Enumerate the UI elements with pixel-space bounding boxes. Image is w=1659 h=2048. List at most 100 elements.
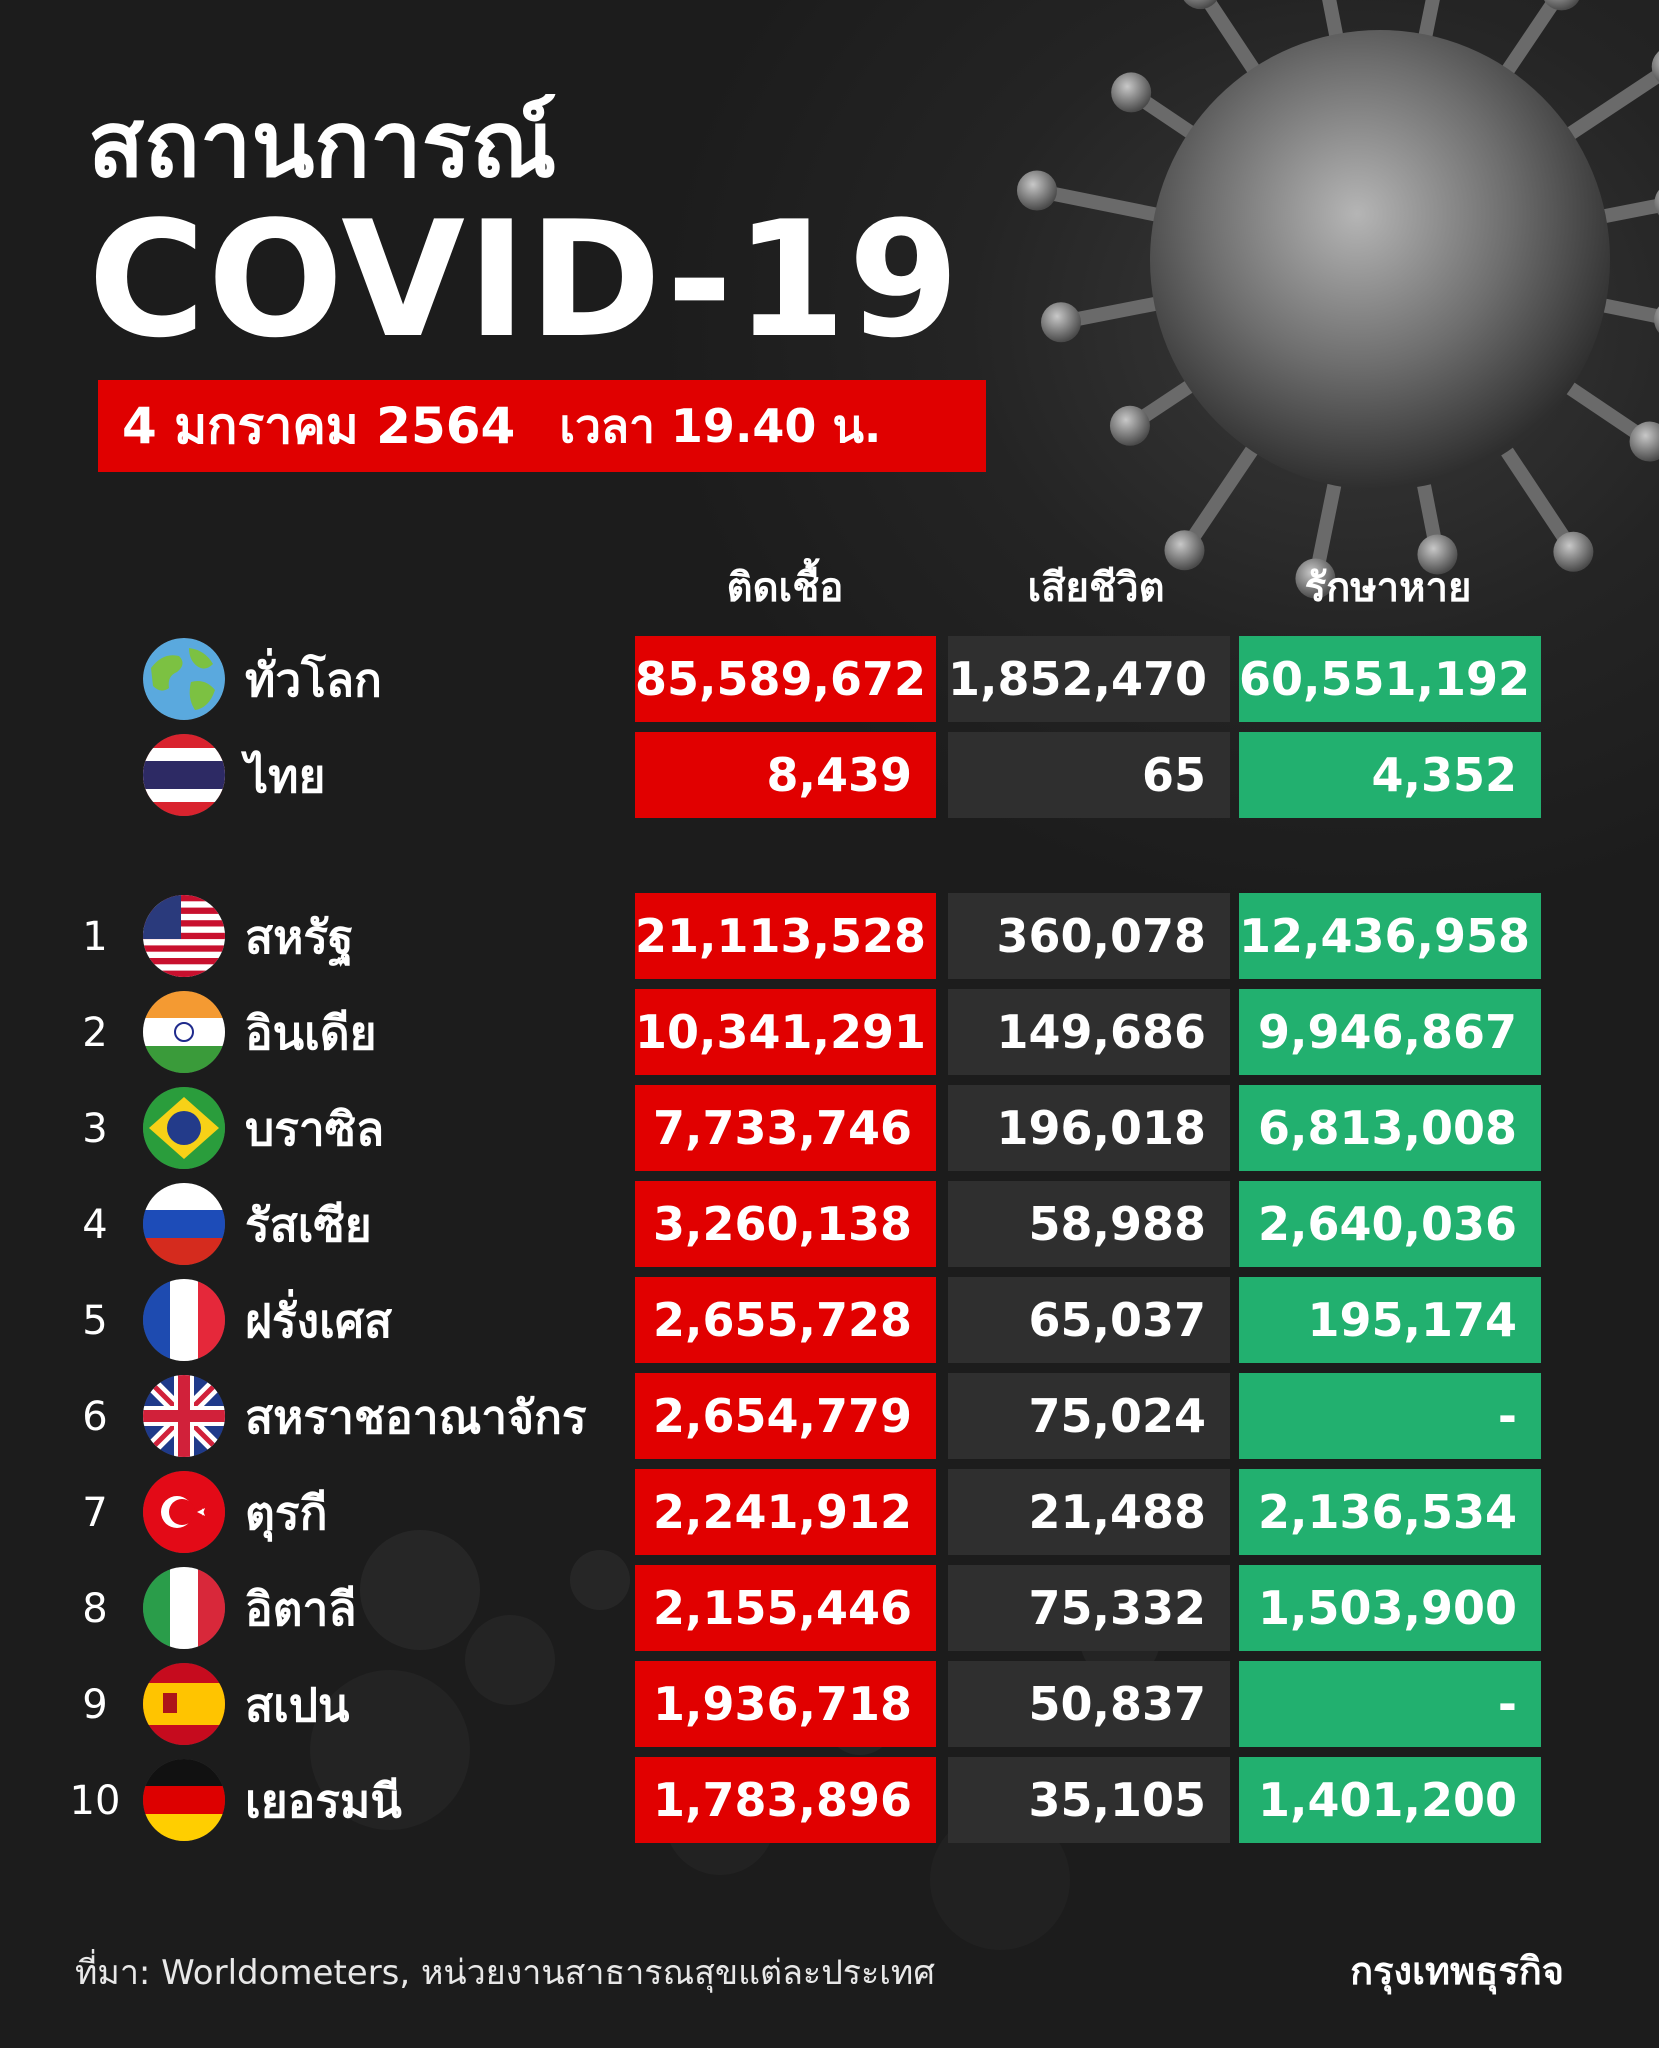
spain-flag-icon	[143, 1663, 225, 1745]
cases-value: 2,655,728	[635, 1277, 936, 1363]
country-row: 5 ฝรั่งเศส 2,655,728 65,037 195,174	[0, 1277, 1659, 1365]
country-name: สเปน	[245, 1678, 350, 1732]
column-header-deaths: เสียชีวิต	[1027, 565, 1165, 611]
virus-spike-tip	[1016, 170, 1057, 211]
rank-number: 6	[82, 1394, 108, 1440]
virus-spike-tip	[1651, 51, 1659, 83]
recovered-value: -	[1239, 1661, 1541, 1747]
recovered-value: 4,352	[1239, 732, 1541, 818]
virus-spike	[1495, 0, 1564, 85]
deaths-value: 149,686	[948, 989, 1230, 1075]
recovered-value: 12,436,958	[1239, 893, 1541, 979]
virus-spike-tip	[1111, 72, 1152, 113]
title-thai: สถานการณ์	[88, 91, 557, 198]
cases-value: 1,936,718	[635, 1661, 936, 1747]
recovered-value: 6,813,008	[1239, 1085, 1541, 1171]
recovered-value: 195,174	[1239, 1277, 1541, 1363]
virus-spike	[1494, 436, 1581, 559]
rank-number: 9	[82, 1682, 108, 1728]
rank-number: 10	[69, 1778, 121, 1824]
virus-spike	[1416, 0, 1440, 52]
date-text: 4 มกราคม 2564	[122, 396, 516, 455]
country-row: 6 สหราชอาณาจักร 2,654,779 75,024 -	[0, 1373, 1659, 1461]
deaths-value: 196,018	[948, 1085, 1230, 1171]
brazil-flag-icon	[143, 1087, 225, 1169]
recovered-value: 2,640,036	[1239, 1181, 1541, 1267]
cases-value: 2,155,446	[635, 1565, 936, 1651]
rank-number: 1	[82, 914, 108, 960]
france-flag-icon	[143, 1279, 225, 1361]
recovered-value: 60,551,192	[1239, 636, 1541, 722]
country-row: 3 บราซิล 7,733,746 196,018 6,813,008	[0, 1085, 1659, 1173]
rank-number: 4	[82, 1202, 108, 1248]
virus-spike	[1177, 435, 1265, 558]
cases-value: 2,241,912	[635, 1469, 936, 1555]
country-name: อินเดีย	[245, 1006, 377, 1060]
virus-spike-tip	[1183, 0, 1218, 10]
recovered-value: 2,136,534	[1239, 1469, 1541, 1555]
cases-value: 3,260,138	[635, 1181, 936, 1267]
virus-spike-tip	[1629, 421, 1659, 462]
date-banner: 4 มกราคม 2564 เวลา 19.40 น.	[98, 380, 986, 472]
recovered-value: 9,946,867	[1239, 989, 1541, 1075]
country-name: สหรัฐ	[245, 910, 354, 964]
virus-spike-tip	[1041, 302, 1082, 343]
country-name: ตุรกี	[245, 1486, 328, 1540]
country-name: รัสเซีย	[245, 1198, 372, 1252]
country-name: บราซิล	[245, 1102, 385, 1156]
deaths-value: 58,988	[948, 1181, 1230, 1267]
country-row: 10 เยอรมนี 1,783,896 35,105 1,401,200	[0, 1757, 1659, 1845]
rank-number: 5	[82, 1298, 108, 1344]
virus-spike-tip	[1654, 189, 1659, 216]
column-header-cases: ติดเชื้อ	[726, 565, 844, 611]
time-text: เวลา 19.40 น.	[559, 398, 882, 453]
cases-value: 1,783,896	[635, 1757, 936, 1843]
virus-spike-tip	[1417, 534, 1458, 575]
column-header-recovered: รักษาหาย	[1304, 565, 1472, 611]
india-flag-icon	[143, 991, 225, 1073]
rank-number: 3	[82, 1106, 108, 1152]
source-note: ที่มา: Worldometers, หน่วยงานสาธารณสุขแต…	[75, 1953, 935, 1993]
rank-number: 7	[82, 1490, 108, 1536]
virus-spike-tip	[1654, 306, 1659, 333]
cases-value: 2,654,779	[635, 1373, 936, 1459]
country-name: ไทย	[245, 749, 326, 803]
rank-number: 8	[82, 1586, 108, 1632]
deaths-value: 1,852,470	[948, 636, 1230, 722]
cases-value: 8,439	[635, 732, 936, 818]
virus-spike-tip	[1543, 0, 1580, 11]
brand-logo-text: กรุงเทพธุรกิจ	[1350, 1949, 1564, 1993]
deaths-value: 21,488	[948, 1469, 1230, 1555]
cases-value: 21,113,528	[635, 893, 936, 979]
country-name: อิตาลี	[245, 1582, 357, 1636]
turkey-flag-icon	[143, 1471, 225, 1553]
country-row: 7 ตุรกี 2,241,912 21,488 2,136,534	[0, 1469, 1659, 1557]
usa-flag-icon	[143, 895, 225, 977]
virus-spike-tip	[1109, 405, 1150, 446]
virus-spike-tip	[1164, 530, 1205, 571]
deaths-value: 75,332	[948, 1565, 1230, 1651]
italy-flag-icon	[143, 1567, 225, 1649]
deaths-value: 35,105	[948, 1757, 1230, 1843]
virus-spike	[1588, 296, 1659, 324]
deaths-value: 50,837	[948, 1661, 1230, 1747]
virus-spike-tip	[1295, 558, 1336, 599]
virus-spike	[1588, 198, 1659, 225]
deaths-value: 65	[948, 732, 1230, 818]
cases-value: 7,733,746	[635, 1085, 936, 1171]
deaths-value: 65,037	[948, 1277, 1230, 1363]
recovered-value: -	[1239, 1373, 1541, 1459]
country-row: 4 รัสเซีย 3,260,138 58,988 2,640,036	[0, 1181, 1659, 1269]
virus-spike	[1556, 66, 1659, 146]
globe-icon	[143, 638, 225, 720]
title-covid: COVID-19	[88, 186, 962, 373]
uk-flag-icon	[143, 1375, 225, 1457]
virus-spike	[1029, 183, 1172, 224]
virus-spike	[1199, 0, 1266, 84]
summary-row-world: ทั่วโลก 85,589,672 1,852,470 60,551,192	[0, 636, 1659, 724]
deaths-value: 360,078	[948, 893, 1230, 979]
germany-flag-icon	[143, 1759, 225, 1841]
recovered-value: 1,401,200	[1239, 1757, 1541, 1843]
summary-row-thailand: ไทย 8,439 65 4,352	[0, 732, 1659, 820]
